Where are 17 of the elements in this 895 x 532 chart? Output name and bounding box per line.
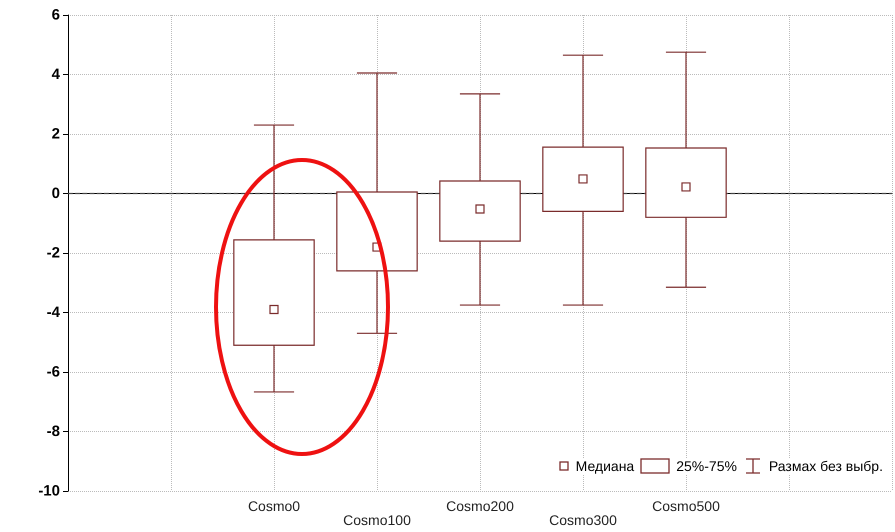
- y-tick-label: -8: [46, 423, 60, 440]
- y-tick-label: 4: [52, 66, 61, 83]
- y-tick-label: 6: [52, 6, 60, 24]
- annotation: Медиана: [576, 458, 634, 474]
- annotation: 25%-75%: [676, 458, 737, 474]
- x-tick-label: Cosmo300: [549, 512, 618, 528]
- x-tick-label: Cosmo0: [248, 498, 300, 514]
- x-tick-label: Cosmo100: [343, 512, 412, 528]
- y-tick-label: -6: [46, 364, 60, 380]
- y-tick-label: -2: [46, 244, 60, 262]
- x-tick-label: Cosmo500: [652, 498, 720, 514]
- y-tick-label: -10: [38, 482, 60, 500]
- y-tick-label: 0: [52, 185, 60, 202]
- annotation: Размах без выбр.: [768, 458, 883, 474]
- x-tick-label: Cosmo200: [446, 498, 514, 514]
- y-tick-label: 2: [52, 126, 60, 142]
- y-tick-label: -4: [46, 304, 61, 321]
